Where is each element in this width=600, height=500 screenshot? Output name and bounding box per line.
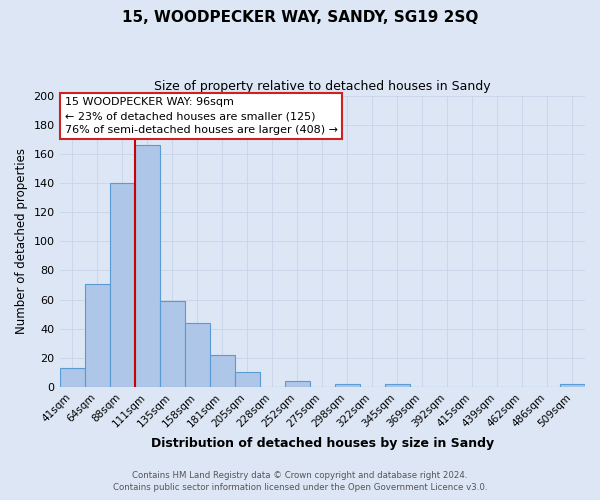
Bar [285, 381, 310, 387]
Bar [385, 384, 410, 387]
X-axis label: Distribution of detached houses by size in Sandy: Distribution of detached houses by size … [151, 437, 494, 450]
Text: Contains HM Land Registry data © Crown copyright and database right 2024.
Contai: Contains HM Land Registry data © Crown c… [113, 471, 487, 492]
Text: 15, WOODPECKER WAY, SANDY, SG19 2SQ: 15, WOODPECKER WAY, SANDY, SG19 2SQ [122, 10, 478, 25]
Bar [209, 355, 235, 387]
Bar [335, 384, 360, 387]
Text: 15 WOODPECKER WAY: 96sqm
← 23% of detached houses are smaller (125)
76% of semi-: 15 WOODPECKER WAY: 96sqm ← 23% of detach… [65, 97, 338, 135]
Bar [134, 145, 160, 387]
Bar [110, 183, 134, 387]
Title: Size of property relative to detached houses in Sandy: Size of property relative to detached ho… [154, 80, 491, 93]
Bar [59, 368, 85, 387]
Bar [235, 372, 260, 387]
Bar [85, 284, 110, 387]
Bar [160, 301, 185, 387]
Bar [560, 384, 585, 387]
Y-axis label: Number of detached properties: Number of detached properties [15, 148, 28, 334]
Bar [185, 323, 209, 387]
